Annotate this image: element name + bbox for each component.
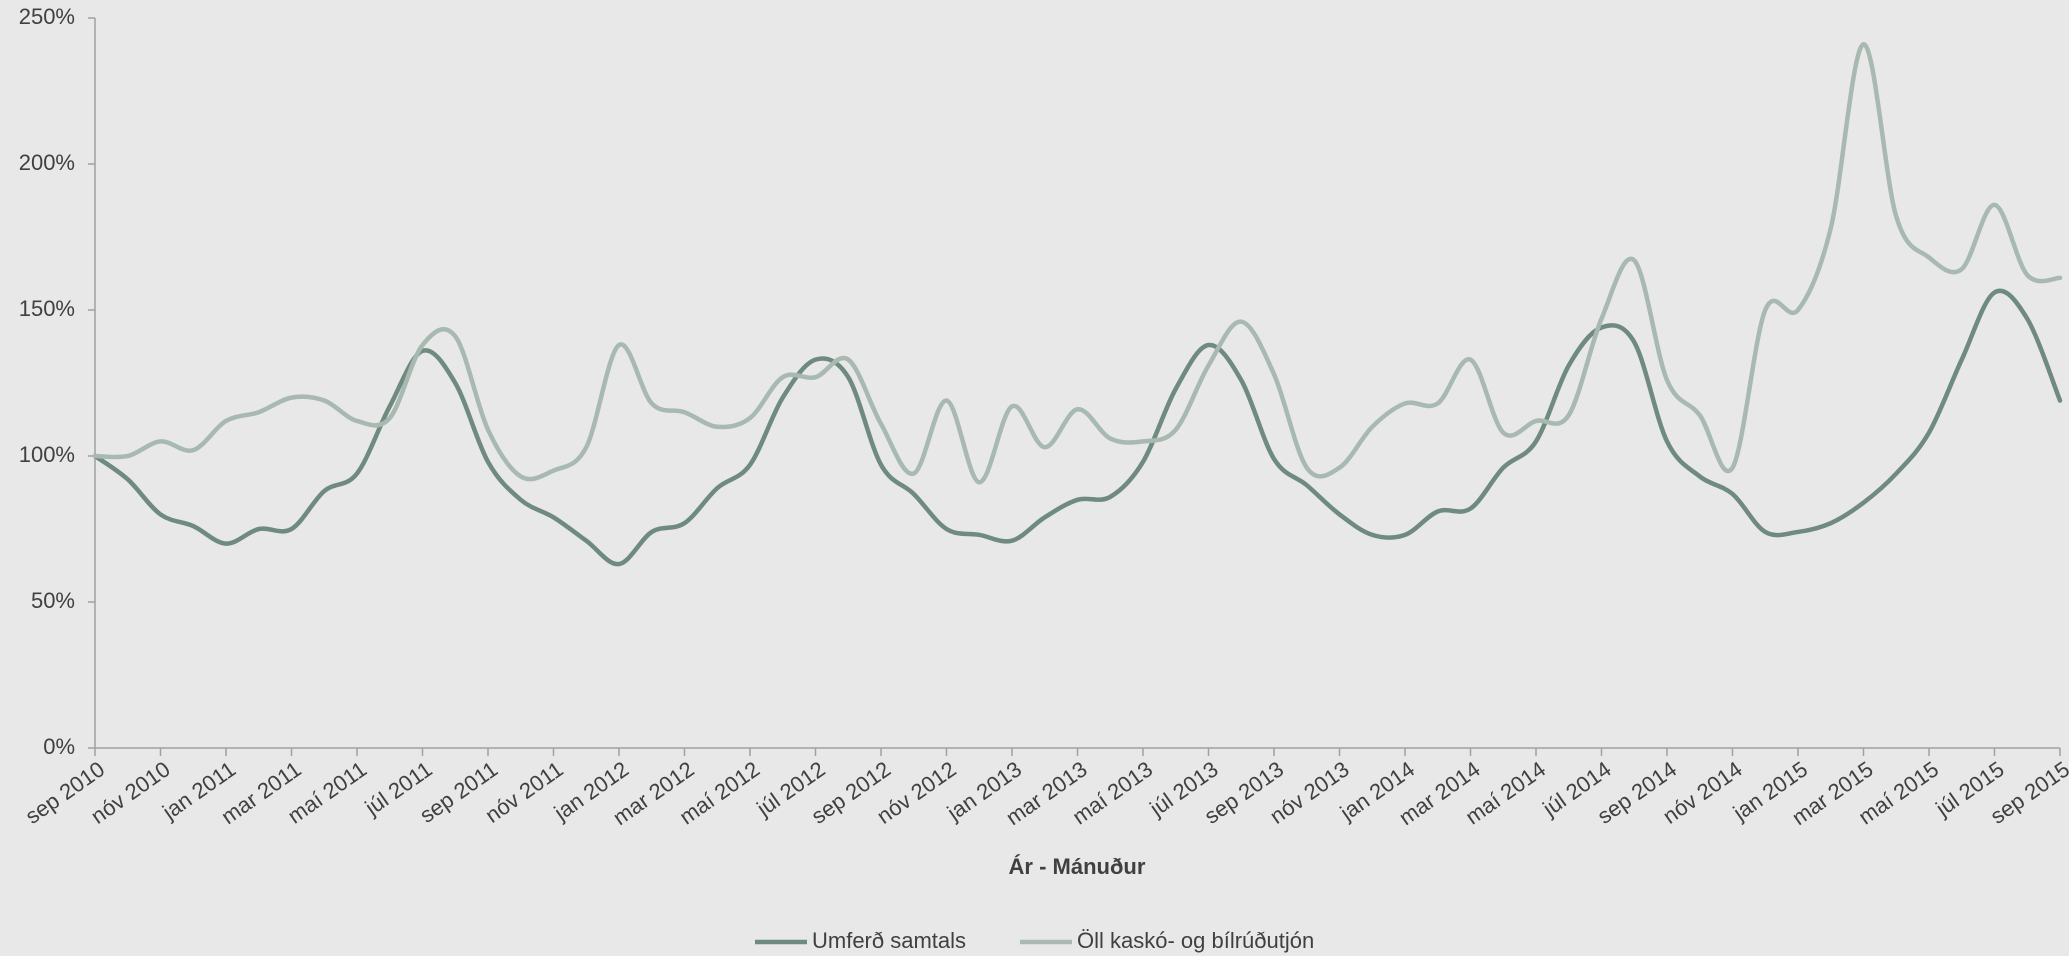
legend-label: Öll kaskó- og bílrúðutjón <box>1077 928 1314 953</box>
x-axis-title: Ár - Mánuður <box>1009 854 1146 879</box>
y-tick-label: 250% <box>19 4 75 29</box>
series-line <box>92 288 2063 567</box>
y-tick-label: 50% <box>31 588 75 613</box>
y-tick-label: 0% <box>43 734 75 759</box>
y-tick-label: 200% <box>19 150 75 175</box>
legend-label: Umferð samtals <box>812 928 966 953</box>
series-line <box>92 42 2063 485</box>
y-tick-label: 100% <box>19 442 75 467</box>
y-tick-label: 150% <box>19 296 75 321</box>
